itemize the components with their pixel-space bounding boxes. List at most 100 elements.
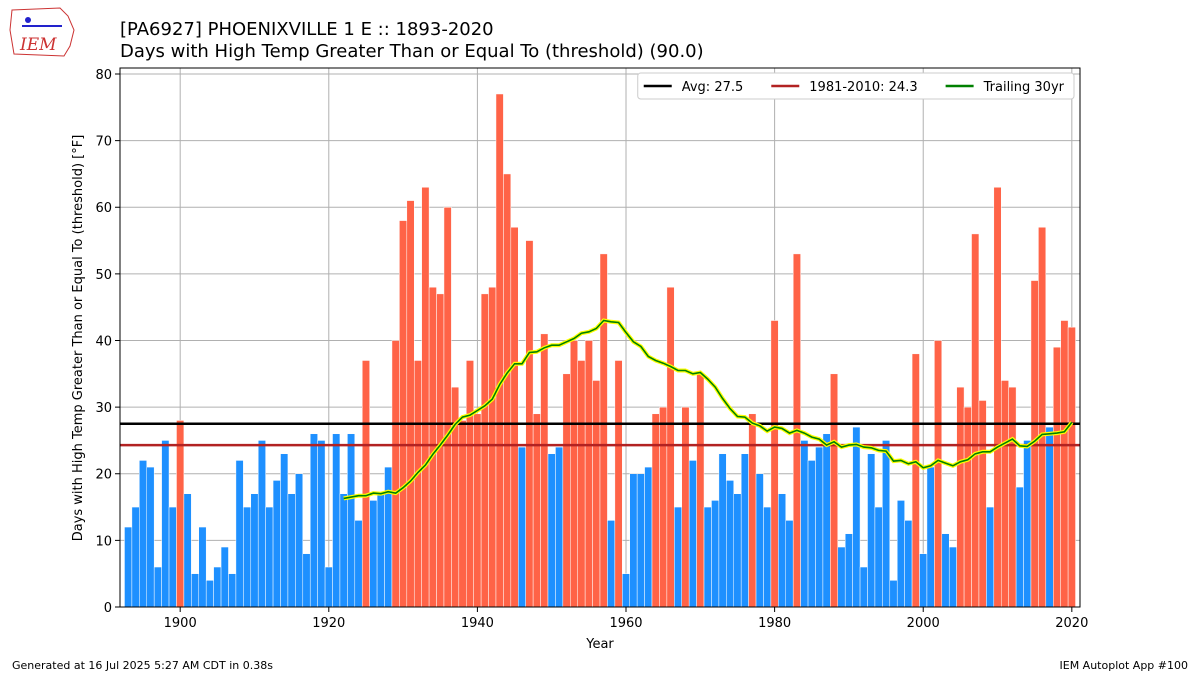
bar (176, 420, 185, 608)
bar (577, 360, 586, 608)
plot-frame (119, 67, 1081, 608)
bar (399, 220, 408, 608)
bar (718, 453, 727, 608)
y-tick-label: 60 (95, 201, 112, 216)
bar (986, 506, 995, 608)
bar (1038, 226, 1047, 608)
x-tick-label: 1940 (461, 616, 494, 631)
bar (941, 533, 950, 608)
bar (926, 466, 935, 608)
bar (518, 446, 526, 608)
bar (124, 526, 133, 608)
chart-title: [PA6927] PHOENIXVILLE 1 E :: 1893-2020 (120, 19, 494, 40)
bar (503, 173, 512, 608)
bar (904, 520, 913, 608)
bar (703, 506, 712, 608)
plot: 1900 1920 1940 1960 1980 2000 2020 0 10 20 30 40 50 6… (95, 67, 1088, 631)
x-tick-label: 1980 (758, 616, 791, 631)
bar (874, 506, 883, 608)
bar (161, 440, 170, 608)
bar (510, 226, 519, 608)
bar (413, 360, 422, 608)
chart-subtitle: Days with High Temp Greater Than or Equa… (120, 41, 704, 62)
bar (235, 460, 244, 608)
bar (666, 286, 675, 608)
bar (406, 200, 415, 608)
bar (889, 580, 898, 608)
logo-dot (25, 17, 31, 23)
bar (309, 433, 318, 608)
footer-right: IEM Autoplot App #100 (1060, 659, 1189, 672)
bar (570, 340, 578, 608)
bar (458, 420, 467, 608)
bar (778, 493, 787, 608)
bar (622, 573, 630, 608)
y-tick-label: 80 (95, 68, 112, 83)
footer-left: Generated at 16 Jul 2025 5:27 AM CDT in … (12, 659, 273, 672)
y-tick-label: 10 (95, 534, 112, 549)
bar (243, 506, 252, 608)
bar (919, 553, 928, 608)
bar (562, 373, 571, 608)
bar (963, 406, 972, 608)
bar (993, 187, 1002, 608)
bar (421, 187, 430, 608)
bar (592, 380, 601, 608)
y-axis-label: Days with High Temp Greater Than or Equa… (71, 135, 86, 542)
bar (636, 473, 645, 608)
bar (830, 373, 839, 608)
bar (354, 520, 363, 608)
bar (488, 286, 497, 608)
bar (696, 373, 705, 608)
bar (317, 440, 326, 608)
bar (205, 580, 214, 608)
logo-text: IEM (19, 35, 57, 55)
bar (971, 233, 980, 608)
bar (480, 293, 489, 608)
y-tick-label: 30 (95, 401, 112, 416)
bar (384, 466, 393, 608)
bar (257, 440, 266, 608)
y-tick-label: 50 (95, 268, 112, 283)
y-tick-label: 40 (95, 334, 112, 349)
bar (198, 526, 207, 608)
bar (674, 506, 682, 608)
bar (1000, 380, 1009, 608)
bar (614, 360, 623, 608)
bar (978, 400, 987, 608)
logo: IEM (9, 7, 75, 57)
legend-label: 1981-2010: 24.3 (809, 80, 917, 95)
bar (369, 500, 378, 608)
bar (1045, 426, 1054, 608)
bar (956, 386, 965, 608)
bar (1060, 320, 1069, 608)
bar (867, 453, 876, 608)
bar (324, 566, 333, 608)
bar (495, 93, 504, 608)
bar (1015, 486, 1024, 608)
bar (428, 286, 437, 608)
bar (228, 573, 237, 608)
bar (555, 446, 564, 608)
bar (607, 520, 616, 608)
bar (250, 493, 259, 608)
bar (287, 493, 296, 608)
bar (272, 480, 281, 608)
bar (339, 493, 348, 608)
bar (599, 253, 608, 608)
bar (361, 360, 370, 608)
bar (1053, 346, 1061, 608)
bar (540, 333, 549, 608)
bar (896, 500, 905, 608)
bar (934, 340, 943, 608)
bar (191, 573, 200, 608)
bar (688, 460, 697, 608)
x-tick-label: 1960 (609, 616, 642, 631)
bar (882, 440, 891, 608)
bar (651, 413, 660, 608)
bar (733, 493, 742, 608)
bar (1008, 386, 1017, 608)
bar (815, 446, 824, 608)
bar (852, 426, 861, 608)
bar (755, 473, 764, 608)
